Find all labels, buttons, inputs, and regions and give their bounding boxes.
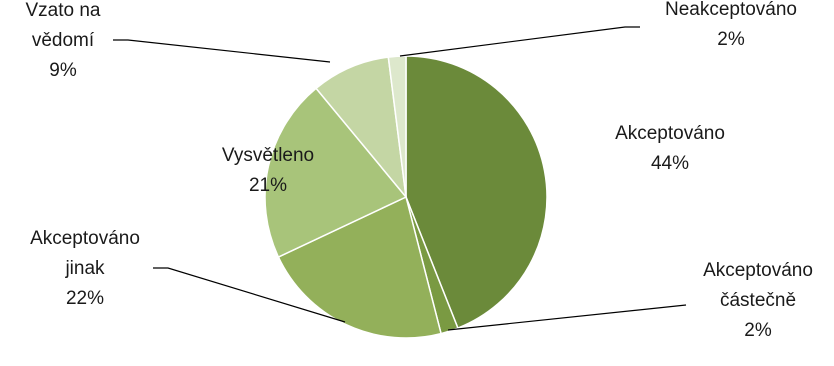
data-label-line: 44% (651, 153, 689, 174)
data-label: Vysvětleno 21% (222, 145, 314, 196)
data-label-line: 2% (717, 29, 745, 50)
data-label: Vzato na vědomí 9% (26, 0, 101, 81)
data-label-line: 22% (66, 288, 104, 309)
pie-slice-akceptováno-jinak (277, 195, 442, 339)
pie-slice-neakceptováno (387, 55, 407, 198)
data-label: Akceptováno částečně 2% (703, 260, 813, 341)
pie-slices (264, 55, 548, 339)
leader-line (447, 304, 687, 331)
leader-line (113, 39, 331, 63)
data-labels: Akceptováno 44%Akceptováno částečně 2%Akcep… (26, 0, 813, 341)
pie-slice-vzato-na-vědomí (315, 56, 408, 200)
data-label-line: Akceptováno (703, 260, 813, 281)
data-label-line: Akceptováno (615, 123, 725, 144)
data-label-line: 21% (249, 175, 287, 196)
data-label: Akceptováno jinak 22% (30, 228, 140, 309)
leader-lines (113, 26, 687, 331)
data-label-line: jinak (64, 258, 105, 279)
data-label-line: Akceptováno (30, 228, 140, 249)
data-label: Neakceptováno 2% (665, 0, 797, 50)
data-label-line: Vysvětleno (222, 145, 314, 166)
pie-slice-vysvětleno (264, 87, 408, 259)
data-label-line: 9% (49, 60, 77, 81)
data-label: Akceptováno 44% (615, 123, 725, 174)
leader-line (153, 267, 346, 323)
data-label-line: částečně (720, 290, 796, 311)
data-label-line: 2% (744, 320, 772, 341)
data-label-line: Neakceptováno (665, 0, 797, 20)
data-label-line: vědomí (32, 30, 95, 51)
data-label-line: Vzato na (26, 0, 101, 21)
pie-slice-akceptováno (405, 55, 548, 330)
leader-line (399, 26, 640, 57)
